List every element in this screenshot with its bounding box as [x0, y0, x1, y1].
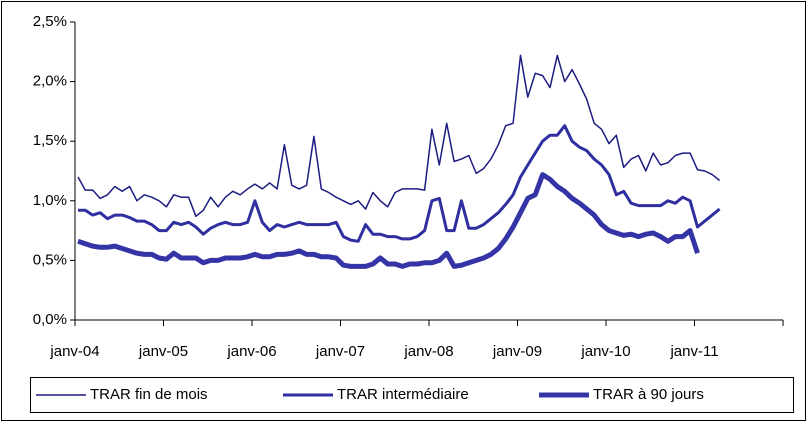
- legend-box: [30, 377, 794, 413]
- y-tick-label: 0,5%: [33, 251, 67, 268]
- y-tick-label: 0,0%: [33, 311, 67, 328]
- y-tick-label: 2,0%: [33, 73, 67, 90]
- y-tick-label: 1,5%: [33, 132, 67, 149]
- series-line: [77, 54, 721, 218]
- x-tick-label: janv-09: [492, 343, 542, 360]
- x-tick-label: janv-11: [669, 343, 718, 360]
- x-tick-label: janv-04: [49, 343, 99, 360]
- x-tick-label: janv-05: [138, 343, 188, 360]
- series-line: [77, 172, 700, 269]
- legend-label: TRAR intermédiaire: [337, 386, 469, 403]
- legend-label: TRAR fin de mois: [90, 386, 208, 403]
- y-tick-label: 1,0%: [33, 192, 67, 209]
- x-tick-label: janv-10: [580, 343, 630, 360]
- x-tick-label: janv-07: [315, 343, 365, 360]
- legend-label: TRAR à 90 jours: [593, 386, 704, 403]
- x-tick-label: janv-08: [403, 343, 453, 360]
- series-line: [78, 124, 721, 243]
- y-tick-label: 2,5%: [33, 13, 67, 30]
- x-tick-label: janv-06: [226, 343, 276, 360]
